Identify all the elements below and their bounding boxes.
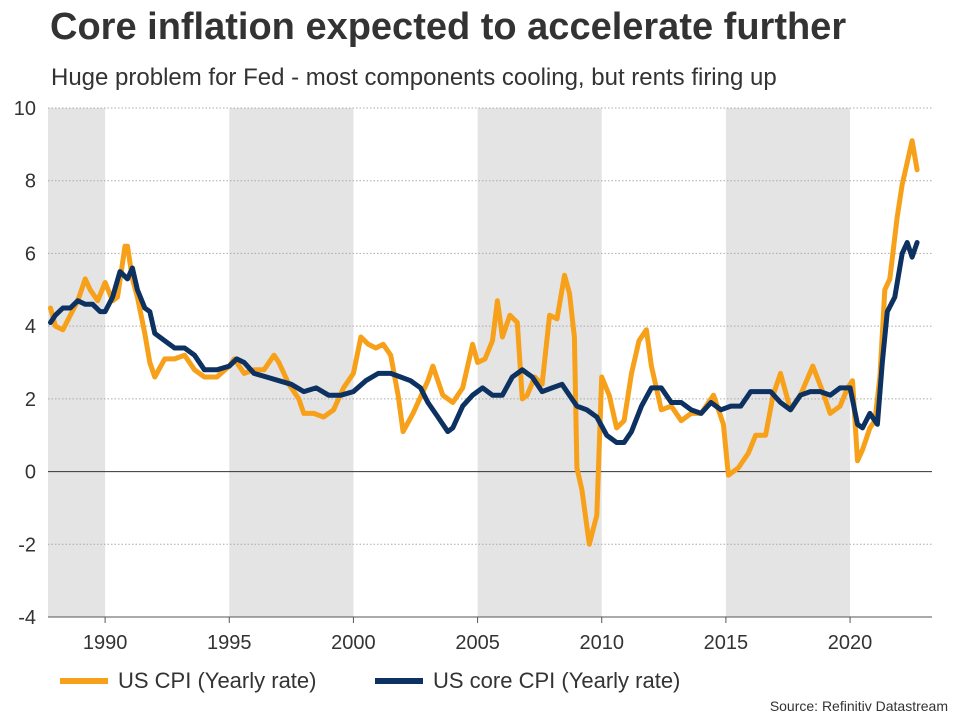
legend-item-core: US core CPI (Yearly rate): [375, 668, 680, 694]
x-tick-label: 1995: [207, 632, 252, 654]
x-tick-label: 2005: [455, 632, 500, 654]
legend-item-cpi: US CPI (Yearly rate): [60, 668, 316, 694]
shaded-period-1: [229, 108, 354, 617]
x-tick-label: 2020: [828, 632, 873, 654]
shaded-period-3: [725, 108, 851, 617]
shaded-period-0: [48, 108, 106, 617]
series-lines: [48, 138, 920, 547]
shaded-period-2: [477, 108, 602, 617]
x-tick-label: 2015: [704, 632, 749, 654]
y-tick-label: -2: [18, 534, 36, 556]
y-tick-label: 8: [25, 171, 36, 193]
y-tick-label: 0: [25, 462, 36, 484]
x-tick-label: 2010: [579, 632, 624, 654]
y-tick-label: 4: [25, 316, 36, 338]
x-axis-ticks: 1990 1995 2000 2005 2010 2015 2020: [83, 617, 872, 654]
y-tick-label: 6: [25, 243, 36, 265]
x-tick-label: 1990: [83, 632, 128, 654]
y-tick-label: 10: [14, 98, 36, 120]
y-tick-label: -4: [18, 607, 36, 629]
source-note: Source: Refinitiv Datastream: [769, 698, 948, 714]
series-line-core-cpi: [48, 240, 920, 445]
shaded-periods: [48, 108, 851, 617]
y-axis-ticks: -4 -2 0 2 4 6 8 10: [14, 98, 36, 629]
chart-title: Core inflation expected to accelerate fu…: [50, 6, 847, 48]
x-tick-label: 2000: [331, 632, 376, 654]
legend-swatch-core: [375, 678, 423, 684]
legend-swatch-cpi: [60, 678, 108, 684]
legend-label-core: US core CPI (Yearly rate): [433, 668, 681, 693]
legend-label-cpi: US CPI (Yearly rate): [118, 668, 317, 693]
y-tick-label: 2: [25, 389, 36, 411]
gridlines: [48, 107, 932, 618]
chart-subtitle: Huge problem for Fed - most components c…: [51, 64, 777, 91]
series-line-cpi: [48, 138, 920, 547]
